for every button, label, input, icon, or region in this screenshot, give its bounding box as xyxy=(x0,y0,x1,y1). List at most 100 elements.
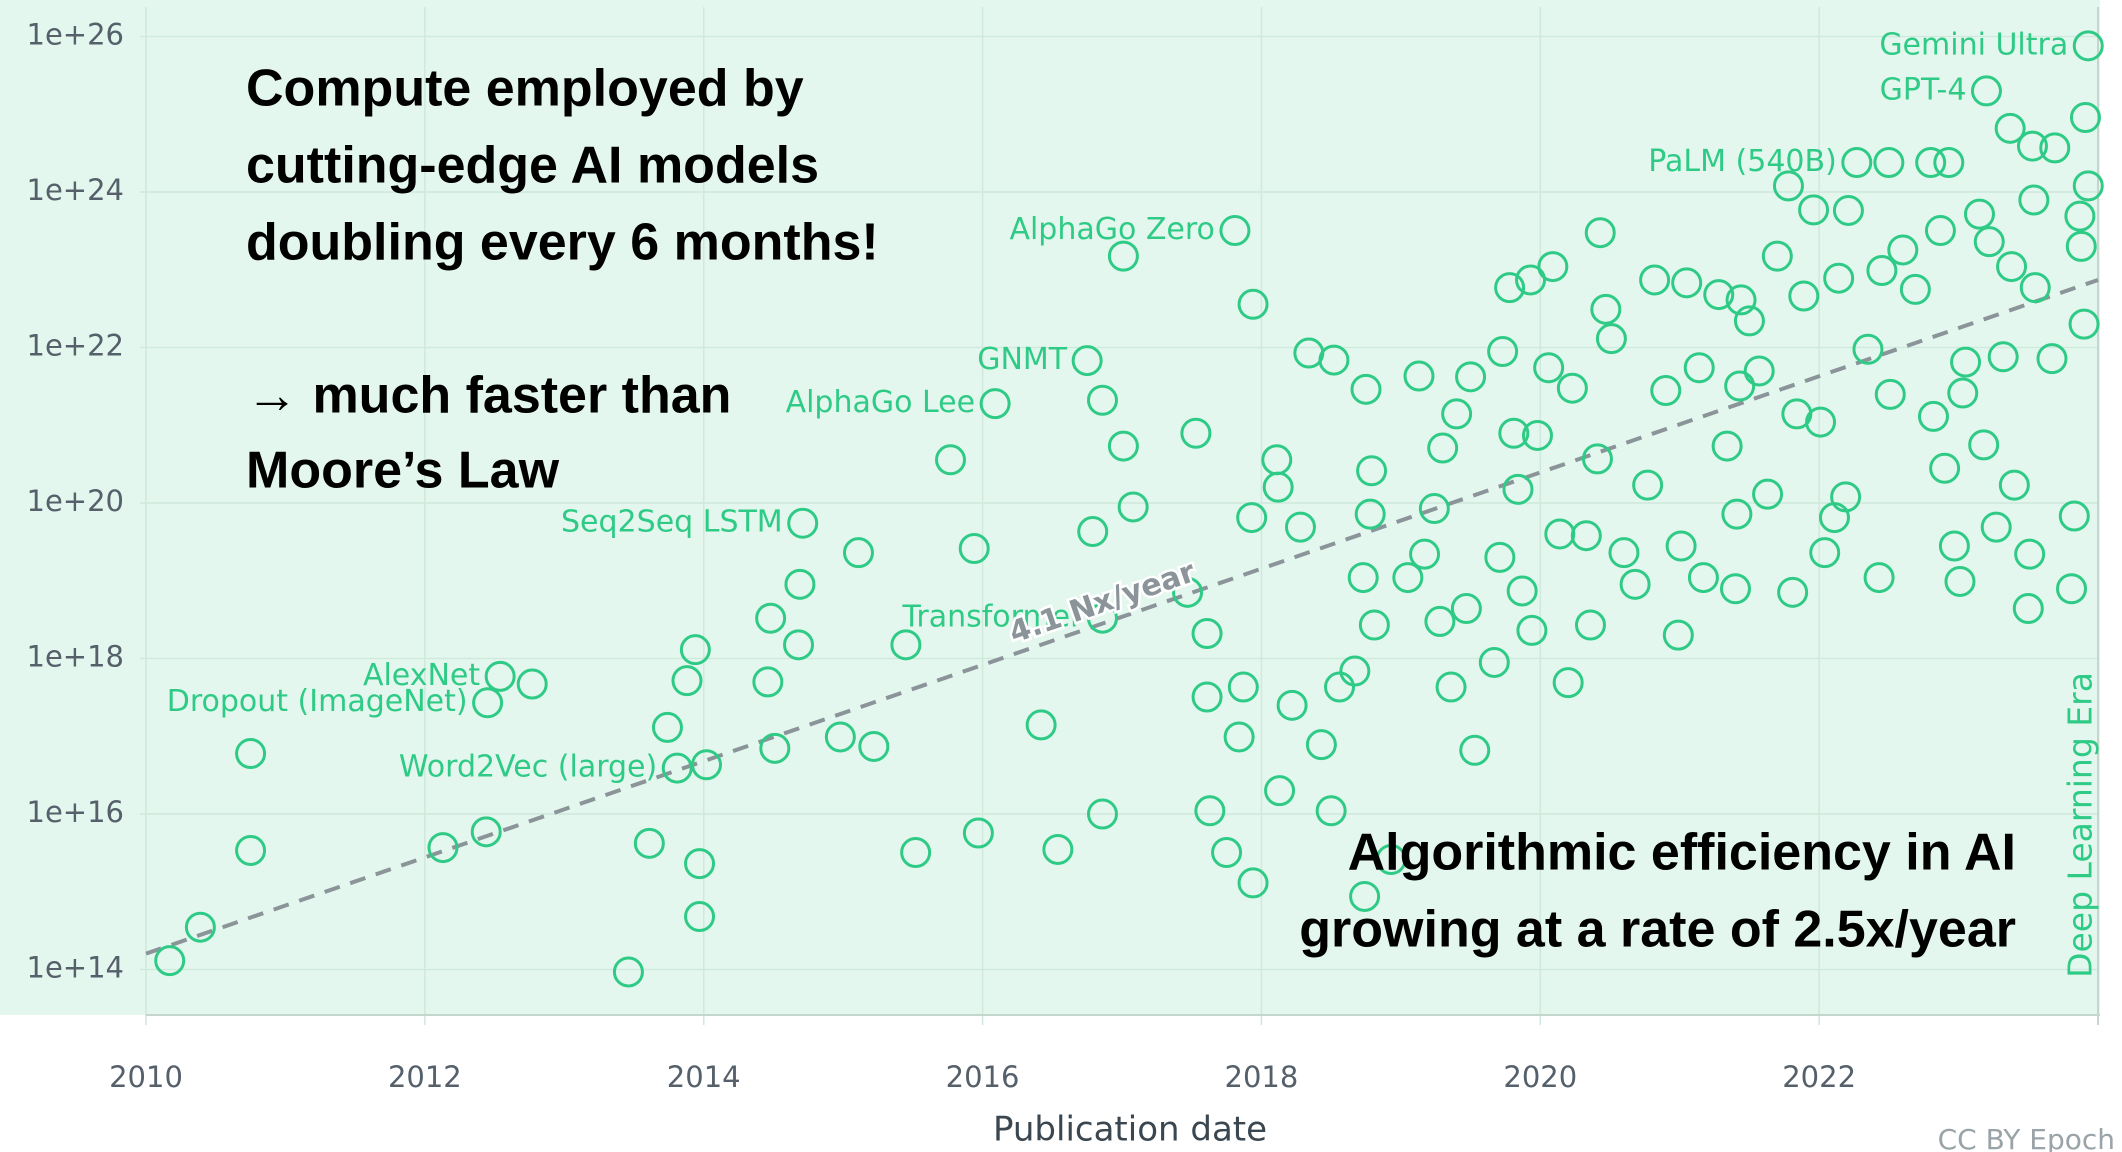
credit: CC BY Epoch xyxy=(1938,1123,2115,1152)
marks xyxy=(145,30,2104,988)
point xyxy=(1077,516,1109,548)
point xyxy=(842,537,874,569)
point-label: AlexNet xyxy=(363,658,480,693)
point xyxy=(2019,272,2051,304)
point xyxy=(1392,562,1424,594)
point xyxy=(1841,146,1873,178)
point xyxy=(1533,352,1565,384)
point xyxy=(1487,335,1519,367)
point xyxy=(1929,452,1961,484)
point xyxy=(661,752,693,784)
x-tick-label: 2022 xyxy=(1782,1060,1856,1094)
point xyxy=(2039,132,2071,164)
point xyxy=(1339,655,1371,687)
point xyxy=(1117,491,1149,523)
grid xyxy=(140,7,2100,1025)
point xyxy=(1223,721,1255,753)
point xyxy=(1823,262,1855,294)
point xyxy=(1219,215,1251,247)
point xyxy=(1211,836,1243,868)
point xyxy=(1915,146,1947,178)
point xyxy=(900,836,932,868)
point xyxy=(1866,254,1898,286)
point xyxy=(1349,880,1381,912)
point xyxy=(1887,234,1919,266)
point xyxy=(1450,593,1482,625)
point xyxy=(1805,406,1837,438)
point xyxy=(1917,400,1949,432)
point xyxy=(1172,576,1204,608)
point xyxy=(1581,443,1613,475)
point xyxy=(1671,267,1703,299)
point xyxy=(1973,226,2005,258)
point xyxy=(759,732,791,764)
x-axis-label: Publication date xyxy=(993,1110,1267,1150)
y-tick-label: 1e+14 xyxy=(27,951,125,985)
point xyxy=(1809,537,1841,569)
point xyxy=(1832,194,1864,226)
y-tick-label: 1e+18 xyxy=(27,640,125,674)
point xyxy=(1584,217,1616,249)
point xyxy=(755,602,787,634)
point xyxy=(1665,530,1697,562)
point xyxy=(1237,288,1269,320)
point xyxy=(1358,609,1390,641)
point xyxy=(784,568,816,600)
headline: cutting-edge AI models xyxy=(246,137,819,195)
x-tick-label: 2012 xyxy=(388,1060,462,1094)
x-tick-label: 2014 xyxy=(667,1060,741,1094)
point xyxy=(1537,251,1569,283)
point xyxy=(684,901,716,933)
point xyxy=(484,660,516,692)
point xyxy=(1947,377,1979,409)
y-tick-label: 1e+24 xyxy=(27,173,125,207)
point xyxy=(2058,500,2090,532)
point xyxy=(2012,593,2044,625)
point xyxy=(1435,671,1467,703)
point xyxy=(1632,469,1664,501)
point xyxy=(1980,511,2012,543)
point xyxy=(1703,279,1735,311)
point xyxy=(2065,230,2097,262)
point xyxy=(1933,146,1965,178)
point xyxy=(787,507,819,539)
point xyxy=(2036,343,2068,375)
x-tick-label: 2010 xyxy=(109,1060,183,1094)
point xyxy=(1086,798,1118,830)
y-tick-label: 1e+16 xyxy=(27,795,125,829)
point xyxy=(1899,273,1931,305)
point xyxy=(2014,538,2046,570)
point xyxy=(1963,198,1995,230)
point xyxy=(1873,146,1905,178)
point xyxy=(1459,734,1491,766)
y-tick-label: 1e+26 xyxy=(27,18,125,52)
point xyxy=(1478,646,1510,678)
point xyxy=(1042,833,1074,865)
point xyxy=(1950,346,1982,378)
point xyxy=(1938,530,1970,562)
point xyxy=(1619,568,1651,600)
point xyxy=(1191,617,1223,649)
point xyxy=(1687,562,1719,594)
point xyxy=(472,687,504,719)
point xyxy=(1987,341,2019,373)
point xyxy=(1375,844,1407,876)
point xyxy=(1944,565,1976,597)
point xyxy=(2068,308,2100,340)
point xyxy=(1515,264,1547,296)
efficiency-note: growing at a rate of 2.5x/year xyxy=(1299,901,2016,959)
point xyxy=(1998,469,2030,501)
point xyxy=(1354,498,1386,530)
point xyxy=(1506,575,1538,607)
point xyxy=(1403,360,1435,392)
point xyxy=(1874,378,1906,410)
point xyxy=(633,827,665,859)
point xyxy=(1556,372,1588,404)
point xyxy=(1595,323,1627,355)
point xyxy=(1318,344,1350,376)
headline: Compute employed by xyxy=(246,60,804,118)
point xyxy=(1743,355,1775,387)
point xyxy=(1347,562,1379,594)
point xyxy=(1724,370,1756,402)
